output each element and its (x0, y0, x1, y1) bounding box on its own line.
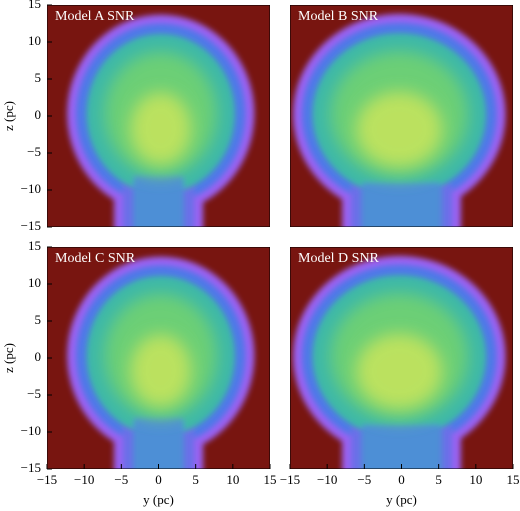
blob (356, 333, 443, 410)
x-tick-label: 15 (264, 472, 277, 487)
panel-title: Model A SNR (55, 9, 135, 24)
blob-layer (130, 334, 192, 407)
blob (130, 92, 192, 165)
panel (290, 247, 513, 469)
blob (356, 91, 443, 168)
x-axis-label: y (pc) (386, 492, 417, 507)
x-tick-label: −15 (280, 472, 300, 487)
y-tick-label: −15 (21, 460, 41, 475)
panel (47, 247, 270, 469)
x-tick-label: 10 (469, 472, 482, 487)
y-tick-label: 10 (28, 275, 41, 290)
y-tick-label: 0 (35, 349, 42, 364)
blob-neck (361, 424, 442, 469)
y-tick-label: −15 (21, 218, 41, 233)
blob-neck (133, 417, 184, 469)
y-tick-label: −5 (27, 386, 41, 401)
x-tick-label: 5 (435, 472, 442, 487)
panel-title: Model B SNR (298, 9, 379, 24)
y-tick-label: −10 (21, 423, 41, 438)
blob-neck (361, 182, 442, 227)
x-tick-label: −10 (317, 472, 337, 487)
x-tick-label: 5 (192, 472, 199, 487)
y-tick-label: 15 (28, 0, 41, 11)
x-tick-label: −5 (357, 472, 371, 487)
y-tick-label: 5 (35, 312, 42, 327)
y-tick-label: −10 (21, 181, 41, 196)
x-tick-label: 10 (226, 472, 239, 487)
y-tick-label: 10 (28, 33, 41, 48)
y-tick-label: 5 (35, 70, 42, 85)
blob-neck (133, 175, 184, 227)
panel-title: Model C SNR (55, 251, 136, 266)
x-tick-label: 0 (398, 472, 405, 487)
y-tick-label: 0 (35, 107, 42, 122)
y-tick-label: 15 (28, 238, 41, 253)
panel (290, 5, 513, 227)
y-tick-label: −5 (27, 144, 41, 159)
x-tick-label: −10 (74, 472, 94, 487)
blob-layer (130, 92, 192, 165)
blob-layer (356, 333, 443, 410)
blob-layer (356, 91, 443, 168)
x-tick-label: 0 (155, 472, 162, 487)
x-tick-label: 15 (507, 472, 520, 487)
x-tick-label: −15 (37, 472, 57, 487)
x-tick-label: −5 (114, 472, 128, 487)
panel (47, 5, 270, 227)
blob (130, 334, 192, 407)
x-axis-label: y (pc) (143, 492, 174, 507)
panel-title: Model D SNR (298, 251, 380, 266)
y-axis-label: z (pc) (1, 343, 16, 373)
y-axis-label: z (pc) (1, 101, 16, 131)
